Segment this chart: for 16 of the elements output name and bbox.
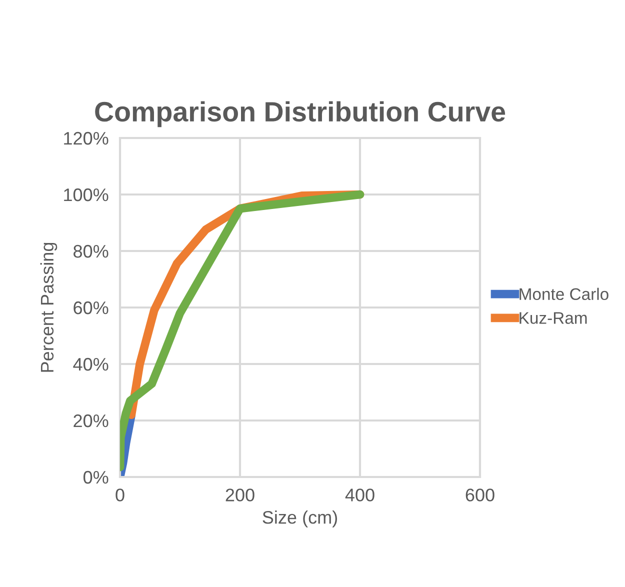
legend-label: Monte Carlo [520,288,608,300]
x-axis-title: Size (cm) [262,510,337,528]
x-tick-label: 600 [466,488,494,502]
x-tick-label: 0 [116,488,124,502]
y-tick-label: 120% [64,132,108,145]
chart-title: Comparison Distribution Curve [95,101,506,128]
y-tick-label: 20% [74,414,108,428]
y-axis-title: Percent Passing [40,242,58,372]
y-tick-label: 80% [74,244,108,258]
y-tick-label: 60% [74,301,108,314]
y-tick-label: 0% [84,470,108,484]
y-tick-label: 100% [64,188,108,202]
y-tick-label: 40% [73,358,108,371]
legend-label: Kuz-Ram [520,312,587,324]
x-tick-label: 200 [226,488,254,502]
x-tick-label: 400 [345,488,374,502]
